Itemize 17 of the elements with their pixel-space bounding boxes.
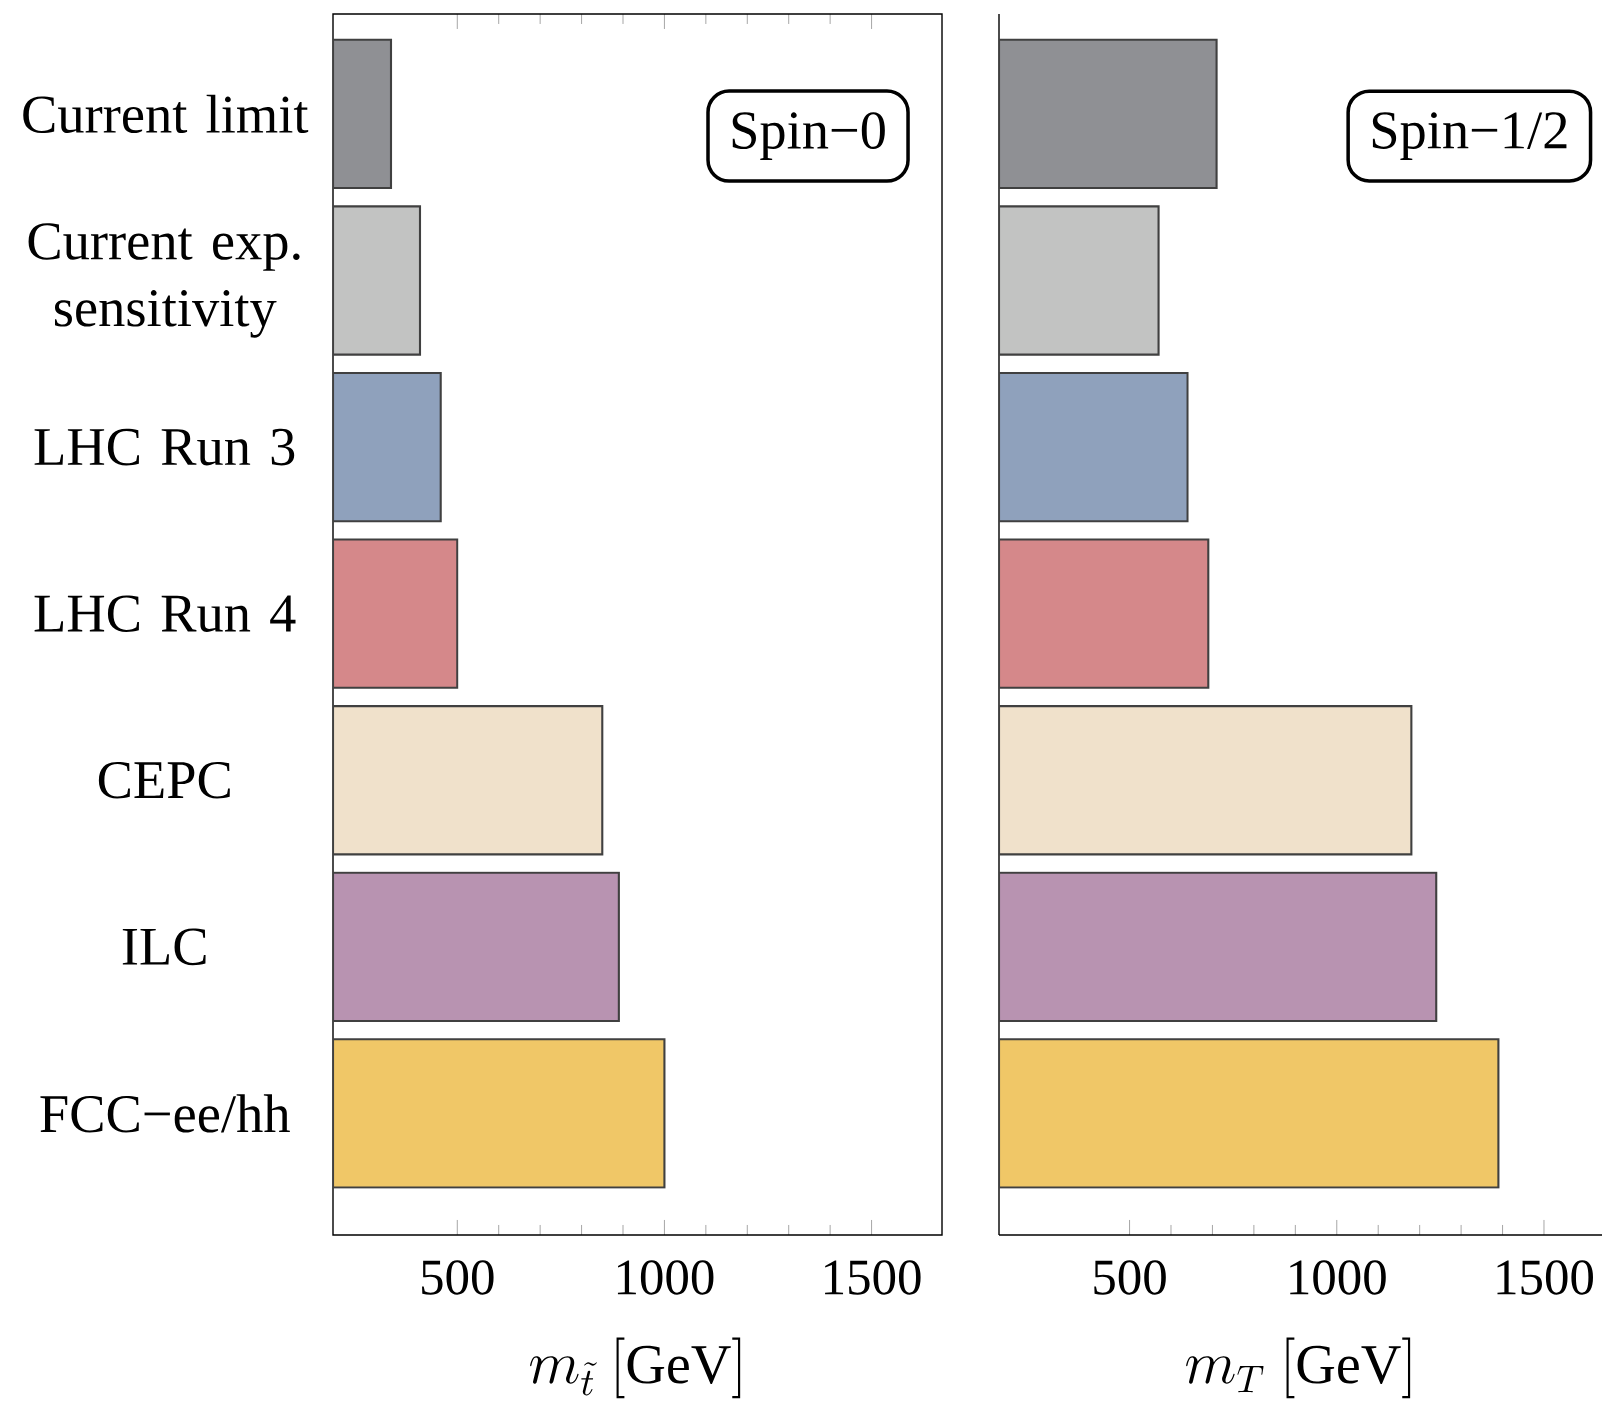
x-axis-title: $m_{\tilde{t}}\ [\mathrm{GeV}]$ (530, 1337, 741, 1399)
x-tick-label: 1000 (1290, 1260, 1386, 1295)
y-tick-label: LHC Run 3 (34, 428, 295, 466)
x-tick-label: 500 (422, 1260, 494, 1295)
y-tick-label: FCC−ee/hh (40, 1094, 290, 1133)
y-tick-label: LHC Run 4 (34, 595, 296, 632)
y-tick-label: CEPC (98, 761, 230, 799)
y-tick-label: Current exp. sensitivity (28, 223, 300, 338)
x-axis-title: $m_{T}\ [\mathrm{GeV}]$ (1186, 1337, 1411, 1399)
x-tick-label: 1500 (825, 1260, 921, 1295)
x-tick-label: 500 (1094, 1260, 1166, 1295)
annotation: Spin−1/2 (1372, 112, 1567, 160)
y-tick-label: ILC (122, 928, 206, 966)
x-tick-label: 1500 (1497, 1260, 1593, 1295)
annotation: Spin−0 (732, 112, 885, 160)
y-tick-label: Current limit (23, 94, 309, 134)
x-tick-label: 1000 (617, 1260, 714, 1295)
